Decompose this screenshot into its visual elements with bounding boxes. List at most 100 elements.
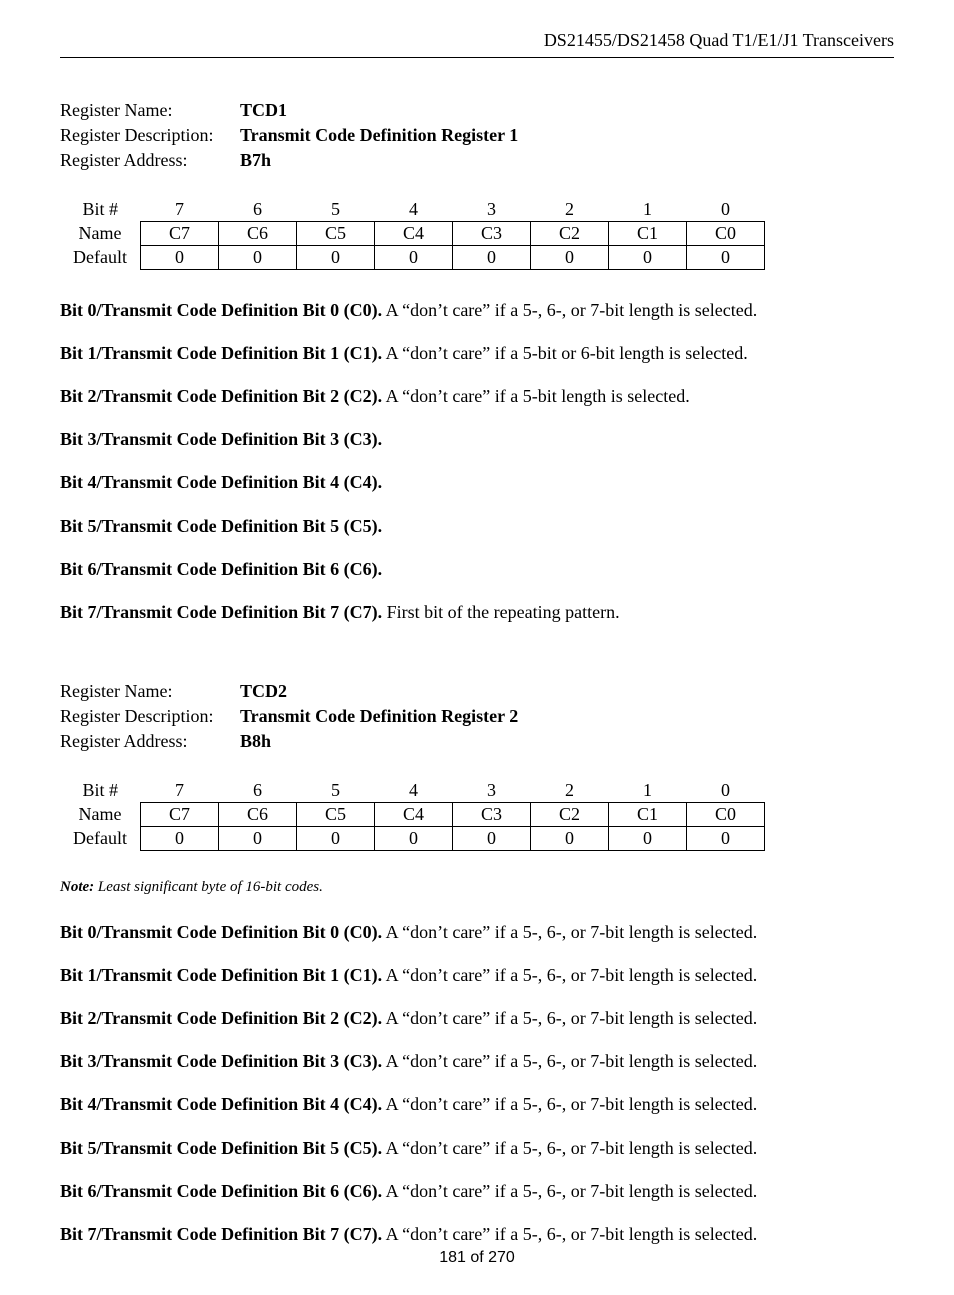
bit-head: 2 [531,198,609,222]
bit-desc: Bit 6/Transmit Code Definition Bit 6 (C6… [60,557,894,582]
reg1-desc-value: Transmit Code Definition Register 1 [240,123,518,148]
bit-desc: Bit 4/Transmit Code Definition Bit 4 (C4… [60,470,894,495]
bit-cell: 0 [453,826,531,850]
reg2-name-value: TCD2 [240,679,287,704]
reg2-name-label: Register Name: [60,679,240,704]
bit-desc-bold: Bit 5/Transmit Code Definition Bit 5 (C5… [60,1138,382,1158]
bit-cell: 0 [531,245,609,269]
bit-cell: 0 [375,245,453,269]
bit-head: 3 [453,779,531,803]
bit-cell: 0 [375,826,453,850]
bit-cell: C6 [219,221,297,245]
page-number: 181 of 270 [0,1249,954,1267]
bit-desc: Bit 3/Transmit Code Definition Bit 3 (C3… [60,427,894,452]
bit-desc-bold: Bit 7/Transmit Code Definition Bit 7 (C7… [60,1224,382,1244]
register-info-1: Register Name: TCD1 Register Description… [60,98,894,174]
bit-desc-text: A “don’t care” if a 5-, 6-, or 7-bit len… [382,1138,757,1158]
bit-cell: C0 [687,802,765,826]
bit-head: 2 [531,779,609,803]
table-row: Default 0 0 0 0 0 0 0 0 [60,245,765,269]
bit-cell: 0 [609,245,687,269]
bit-desc: Bit 2/Transmit Code Definition Bit 2 (C2… [60,1006,894,1031]
bit-table-1: Bit # 7 6 5 4 3 2 1 0 Name C7 C6 C5 C4 C… [60,198,765,270]
table-row: Name C7 C6 C5 C4 C3 C2 C1 C0 [60,802,765,826]
bit-head: 6 [219,198,297,222]
bit-cell: C4 [375,802,453,826]
bit-cell: C5 [297,802,375,826]
bit-desc-text: A “don’t care” if a 5-, 6-, or 7-bit len… [382,965,757,985]
bit-cell: C1 [609,221,687,245]
bit-cell: 0 [531,826,609,850]
bit-cell: 0 [609,826,687,850]
bit-desc: Bit 5/Transmit Code Definition Bit 5 (C5… [60,514,894,539]
row-label-name: Name [60,802,141,826]
bit-head: 1 [609,198,687,222]
bit-cell: 0 [297,826,375,850]
bit-cell: 0 [297,245,375,269]
bit-cell: C3 [453,221,531,245]
bit-desc-text: First bit of the repeating pattern. [382,602,619,622]
bit-desc-text: A “don’t care” if a 5-, 6-, or 7-bit len… [382,1094,757,1114]
bit-table-2: Bit # 7 6 5 4 3 2 1 0 Name C7 C6 C5 C4 C… [60,779,765,851]
bit-desc-bold: Bit 6/Transmit Code Definition Bit 6 (C6… [60,559,382,579]
table-row: Bit # 7 6 5 4 3 2 1 0 [60,198,765,222]
bit-desc-text: A “don’t care” if a 5-, 6-, or 7-bit len… [382,1051,757,1071]
bit-desc-bold: Bit 7/Transmit Code Definition Bit 7 (C7… [60,602,382,622]
bit-cell: 0 [141,245,219,269]
bit-desc: Bit 3/Transmit Code Definition Bit 3 (C3… [60,1049,894,1074]
bit-head: 1 [609,779,687,803]
reg2-addr-value: B8h [240,729,271,754]
row-label-bit: Bit # [60,779,141,803]
bit-cell: 0 [219,826,297,850]
row-label-bit: Bit # [60,198,141,222]
bit-head: 5 [297,779,375,803]
bit-desc: Bit 1/Transmit Code Definition Bit 1 (C1… [60,341,894,366]
bit-cell: 0 [687,245,765,269]
bit-head: 4 [375,198,453,222]
bit-desc: Bit 7/Transmit Code Definition Bit 7 (C7… [60,600,894,625]
bit-head: 4 [375,779,453,803]
row-label-default: Default [60,245,141,269]
page-header: DS21455/DS21458 Quad T1/E1/J1 Transceive… [60,30,894,58]
bit-cell: 0 [687,826,765,850]
bit-desc: Bit 1/Transmit Code Definition Bit 1 (C1… [60,963,894,988]
bit-desc-text: A “don’t care” if a 5-, 6-, or 7-bit len… [382,1224,757,1244]
bit-desc-bold: Bit 3/Transmit Code Definition Bit 3 (C3… [60,1051,382,1071]
reg1-name-value: TCD1 [240,98,287,123]
bit-head: 0 [687,779,765,803]
bit-desc: Bit 0/Transmit Code Definition Bit 0 (C0… [60,920,894,945]
bit-cell: C7 [141,221,219,245]
reg2-desc-value: Transmit Code Definition Register 2 [240,704,518,729]
note-text: Least significant byte of 16-bit codes. [94,879,323,895]
bit-desc-text: A “don’t care” if a 5-bit length is sele… [382,386,690,406]
row-label-default: Default [60,826,141,850]
bit-head: 5 [297,198,375,222]
bit-desc-bold: Bit 1/Transmit Code Definition Bit 1 (C1… [60,343,382,363]
bit-desc-bold: Bit 6/Transmit Code Definition Bit 6 (C6… [60,1181,382,1201]
bit-desc-text: A “don’t care” if a 5-, 6-, or 7-bit len… [382,1008,757,1028]
bit-desc-bold: Bit 3/Transmit Code Definition Bit 3 (C3… [60,429,382,449]
bit-desc: Bit 6/Transmit Code Definition Bit 6 (C6… [60,1179,894,1204]
bit-cell: C4 [375,221,453,245]
bit-cell: C5 [297,221,375,245]
note: Note: Least significant byte of 16-bit c… [60,879,894,896]
bit-desc-bold: Bit 0/Transmit Code Definition Bit 0 (C0… [60,300,382,320]
bit-head: 3 [453,198,531,222]
bit-cell: 0 [453,245,531,269]
bit-desc: Bit 0/Transmit Code Definition Bit 0 (C0… [60,298,894,323]
row-label-name: Name [60,221,141,245]
bit-head: 0 [687,198,765,222]
bit-desc-text: A “don’t care” if a 5-, 6-, or 7-bit len… [382,1181,757,1201]
bit-cell: C1 [609,802,687,826]
bit-desc-bold: Bit 2/Transmit Code Definition Bit 2 (C2… [60,386,382,406]
table-row: Name C7 C6 C5 C4 C3 C2 C1 C0 [60,221,765,245]
bit-desc-bold: Bit 4/Transmit Code Definition Bit 4 (C4… [60,472,382,492]
bit-cell: C7 [141,802,219,826]
table-row: Default 0 0 0 0 0 0 0 0 [60,826,765,850]
reg2-addr-label: Register Address: [60,729,240,754]
reg1-addr-value: B7h [240,148,271,173]
bit-cell: C2 [531,802,609,826]
reg1-name-label: Register Name: [60,98,240,123]
bit-desc-text: A “don’t care” if a 5-bit or 6-bit lengt… [382,343,748,363]
bit-cell: C2 [531,221,609,245]
